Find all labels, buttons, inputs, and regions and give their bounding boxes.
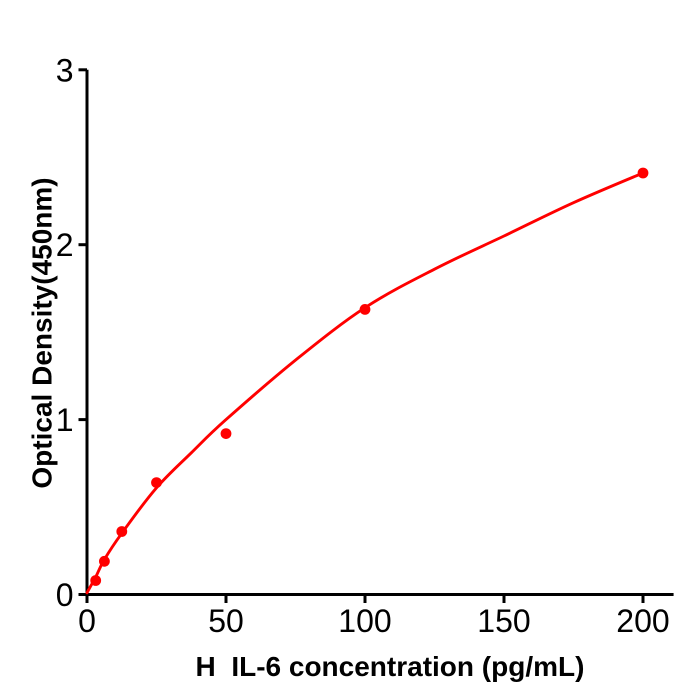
data-point (116, 526, 128, 537)
x-axis-title: H IL-6 concentration (pg/mL) (196, 651, 585, 682)
y-tick-label: 0 (56, 577, 74, 613)
data-point (90, 575, 102, 586)
data-point (220, 428, 232, 439)
fit-curve-line (85, 171, 645, 595)
x-tick-label: 100 (338, 603, 391, 639)
data-points (90, 167, 649, 586)
x-tick-label: 0 (78, 603, 96, 639)
x-tick-label: 150 (477, 603, 530, 639)
data-point (151, 477, 162, 488)
x-tick-labels: 0 50 100 150 200 (78, 603, 670, 639)
data-point (359, 304, 371, 315)
x-tick-label: 200 (616, 603, 669, 639)
y-ticks (78, 68, 87, 596)
data-point (637, 167, 649, 179)
y-tick-labels: 0 1 2 3 (56, 52, 74, 613)
y-tick-label: 1 (56, 402, 74, 438)
y-tick-label: 3 (56, 52, 74, 88)
x-tick-label: 50 (208, 603, 244, 639)
y-tick-label: 2 (56, 227, 74, 263)
data-point (99, 555, 110, 567)
y-axis-title: Optical Density(450nm) (27, 177, 58, 488)
